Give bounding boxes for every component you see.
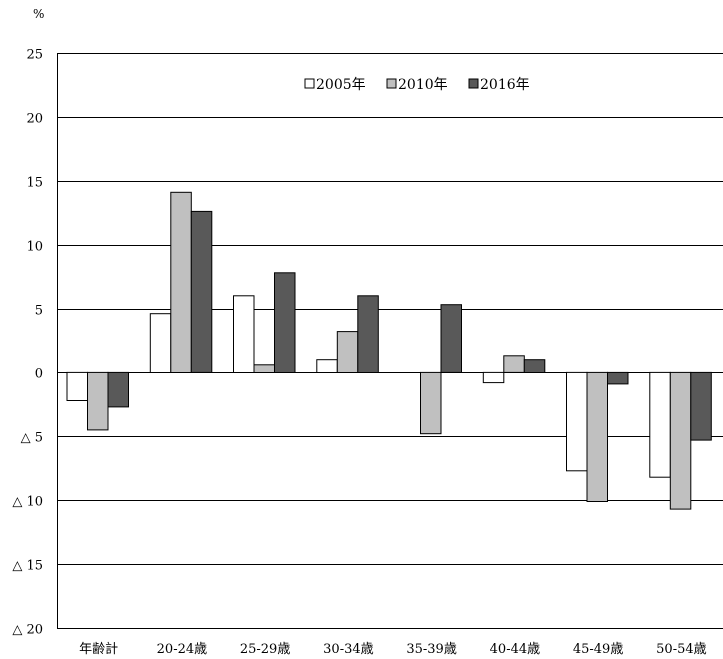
y-tick-label: 5	[35, 304, 43, 319]
bar	[274, 272, 296, 373]
y-tick-label: △ 15	[12, 559, 43, 574]
x-tick-label: 20-24歳	[157, 642, 207, 657]
bar	[607, 371, 629, 385]
bar	[316, 359, 338, 374]
bar	[233, 295, 255, 373]
bars	[66, 191, 712, 510]
bar	[170, 191, 192, 373]
bar	[149, 313, 172, 374]
legend-label: 2005年	[316, 77, 366, 93]
legend-label: 2010年	[398, 77, 448, 93]
legend-swatch	[304, 78, 315, 89]
bar	[503, 355, 525, 373]
bar	[440, 304, 462, 373]
legend: 2005年 2010年 2016年	[304, 77, 530, 93]
x-axis-labels: 年齢計 20-24歳 25-29歳 30-34歳 35-39歳 40-44歳 45-49歳 5…	[79, 641, 707, 657]
bar	[87, 371, 109, 431]
bar	[66, 371, 88, 401]
y-axis-unit-label: %	[33, 7, 44, 21]
bar	[649, 371, 671, 478]
y-tick-label: △ 10	[12, 495, 43, 510]
bar	[669, 371, 692, 510]
y-tick-label: △ 20	[12, 623, 43, 638]
legend-label: 2016年	[480, 77, 530, 93]
bar	[190, 210, 213, 373]
bar	[107, 371, 129, 408]
x-tick-label: 25-29歳	[240, 642, 290, 657]
x-tick-label: 30-34歳	[323, 642, 373, 657]
legend-swatch	[468, 78, 479, 89]
bar	[566, 371, 588, 472]
bar	[586, 371, 608, 502]
bar	[336, 331, 359, 374]
y-tick-label: 15	[26, 176, 43, 191]
legend-swatch	[386, 78, 397, 89]
bar	[253, 364, 275, 373]
y-axis-ticks: 25 20 15 10 5 0 △ 5 △ 10 △ 15 △ 20	[12, 48, 43, 638]
y-tick-label: 10	[26, 240, 43, 255]
bar	[523, 359, 546, 374]
bar	[482, 371, 505, 384]
bar	[357, 295, 379, 373]
y-tick-label: 20	[26, 112, 43, 127]
x-tick-label: 年齢計	[79, 641, 118, 657]
y-tick-label: △ 5	[21, 431, 43, 446]
y-tick-label: 25	[26, 48, 43, 63]
y-tick-label: 0	[35, 367, 43, 382]
x-tick-label: 40-44歳	[490, 642, 540, 657]
bar	[690, 371, 712, 441]
bar	[420, 371, 442, 435]
x-tick-label: 35-39歳	[406, 642, 456, 657]
x-tick-label: 50-54歳	[656, 642, 706, 657]
x-tick-label: 45-49歳	[573, 642, 623, 657]
